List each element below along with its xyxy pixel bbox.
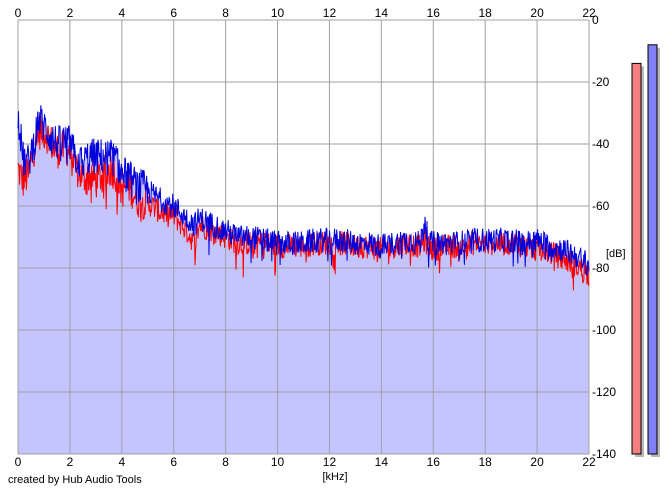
y-tick-label: 0 [592, 13, 599, 27]
x-tick-label-top: 10 [271, 6, 285, 20]
x-tick-label-bottom: 22 [582, 455, 596, 469]
x-tick-label-top: 8 [222, 6, 229, 20]
tick-layer: 002244668810101212141416161818202022220-… [15, 6, 617, 469]
y-tick-label: -20 [592, 75, 610, 89]
x-tick-label-top: 4 [118, 6, 125, 20]
x-tick-label-top: 14 [375, 6, 389, 20]
x-tick-label-bottom: 0 [15, 455, 22, 469]
y-tick-label: -140 [592, 447, 616, 461]
x-axis-label: [kHz] [322, 471, 347, 483]
x-tick-label-bottom: 20 [530, 455, 544, 469]
x-tick-label-top: 22 [582, 6, 596, 20]
x-tick-label-bottom: 6 [170, 455, 177, 469]
level-meter-left [631, 62, 642, 455]
x-tick-label-top: 12 [323, 6, 337, 20]
level-meter-right [647, 44, 658, 455]
y-tick-label: -120 [592, 385, 616, 399]
y-tick-label: -60 [592, 199, 610, 213]
y-tick-label: -80 [592, 261, 610, 275]
y-tick-label: -40 [592, 137, 610, 151]
x-tick-label-bottom: 12 [323, 455, 337, 469]
x-tick-label-bottom: 18 [479, 455, 493, 469]
x-tick-label-bottom: 8 [222, 455, 229, 469]
footer-credit: created by Hub Audio Tools [8, 474, 142, 486]
x-tick-label-bottom: 16 [427, 455, 441, 469]
y-axis-label: [dB] [606, 248, 626, 260]
level-meters [631, 44, 660, 458]
y-tick-label: -100 [592, 323, 616, 337]
series-layer [17, 105, 590, 291]
x-tick-label-top: 18 [479, 6, 493, 20]
x-tick-label-top: 20 [530, 6, 544, 20]
x-tick-label-top: 0 [15, 6, 22, 20]
x-tick-label-top: 16 [427, 6, 441, 20]
spectrum-fill [18, 105, 589, 455]
x-tick-label-bottom: 10 [271, 455, 285, 469]
x-tick-label-bottom: 14 [375, 455, 389, 469]
x-tick-label-top: 2 [67, 6, 74, 20]
x-tick-label-bottom: 4 [118, 455, 125, 469]
series-line-right-channel [17, 105, 590, 276]
x-tick-label-bottom: 2 [67, 455, 74, 469]
spectrum-fill-layer [18, 105, 589, 455]
x-tick-label-top: 6 [170, 6, 177, 20]
